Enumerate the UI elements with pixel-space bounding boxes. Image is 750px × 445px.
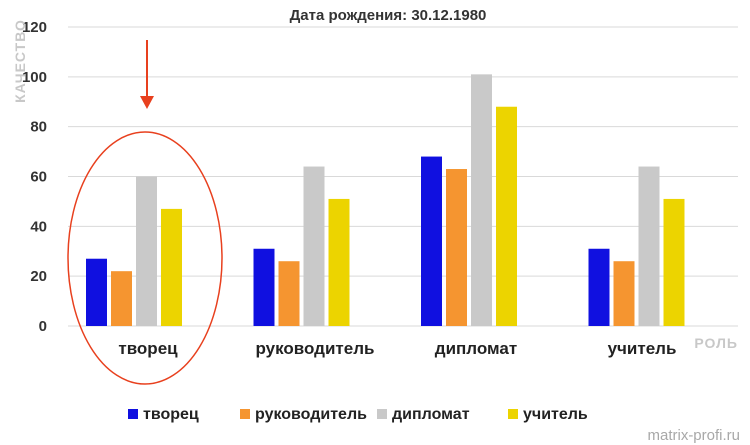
legend: творец руководитель дипломат учитель [128, 406, 588, 423]
x-tick-label: дипломат [435, 339, 517, 358]
highlight-ellipse [67, 131, 223, 385]
bar-творец-творец [86, 258, 107, 326]
bar-руководитель-руководитель [278, 261, 300, 326]
legend-label: творец [143, 406, 199, 423]
y-tick-label: 0 [39, 318, 47, 335]
bar-учитель-учитель [663, 198, 685, 326]
legend-label: руководитель [255, 406, 367, 423]
legend-label: учитель [523, 406, 588, 423]
watermark: matrix-profi.ru [647, 427, 740, 444]
bars [86, 74, 685, 326]
x-axis-categories: творец руководитель дипломат учитель [118, 339, 676, 358]
bar-руководитель-дипломат [446, 169, 467, 326]
y-tick-label: 20 [30, 268, 47, 285]
y-tick-label: 120 [22, 19, 47, 36]
bar-руководитель-творец [111, 271, 132, 326]
x-tick-label: учитель [608, 339, 677, 358]
bar-руководитель-учитель [613, 261, 635, 326]
y-tick-label: 40 [30, 218, 47, 235]
y-tick-label: 60 [30, 169, 47, 186]
bar-учитель-дипломат [496, 106, 517, 326]
x-axis-label: РОЛЬ [694, 335, 738, 351]
y-axis-ticks: 0 20 40 60 80 100 120 [22, 19, 47, 335]
arrow-head-icon [140, 96, 154, 109]
bar-учитель-творец [161, 208, 182, 326]
bar-дипломат-учитель [638, 166, 660, 326]
bar-дипломат-творец [136, 176, 157, 326]
legend-swatch [128, 409, 138, 419]
legend-swatch [508, 409, 518, 419]
chart-title: Дата рождения: 30.12.1980 [290, 7, 487, 24]
bar-творец-дипломат [421, 156, 442, 326]
legend-swatch [377, 409, 387, 419]
bar-учитель-руководитель [328, 198, 350, 326]
x-tick-label: творец [118, 339, 178, 358]
legend-swatch [240, 409, 250, 419]
highlight-annotation [67, 40, 223, 385]
bar-дипломат-дипломат [471, 74, 492, 326]
bar-дипломат-руководитель [303, 166, 325, 326]
legend-label: дипломат [392, 406, 470, 423]
y-tick-label: 100 [22, 69, 47, 86]
bar-творец-учитель [588, 248, 610, 326]
y-tick-label: 80 [30, 119, 47, 136]
bar-творец-руководитель [253, 248, 275, 326]
y-axis-label: КАЧЕСТВО [12, 19, 28, 103]
x-tick-label: руководитель [256, 339, 375, 358]
